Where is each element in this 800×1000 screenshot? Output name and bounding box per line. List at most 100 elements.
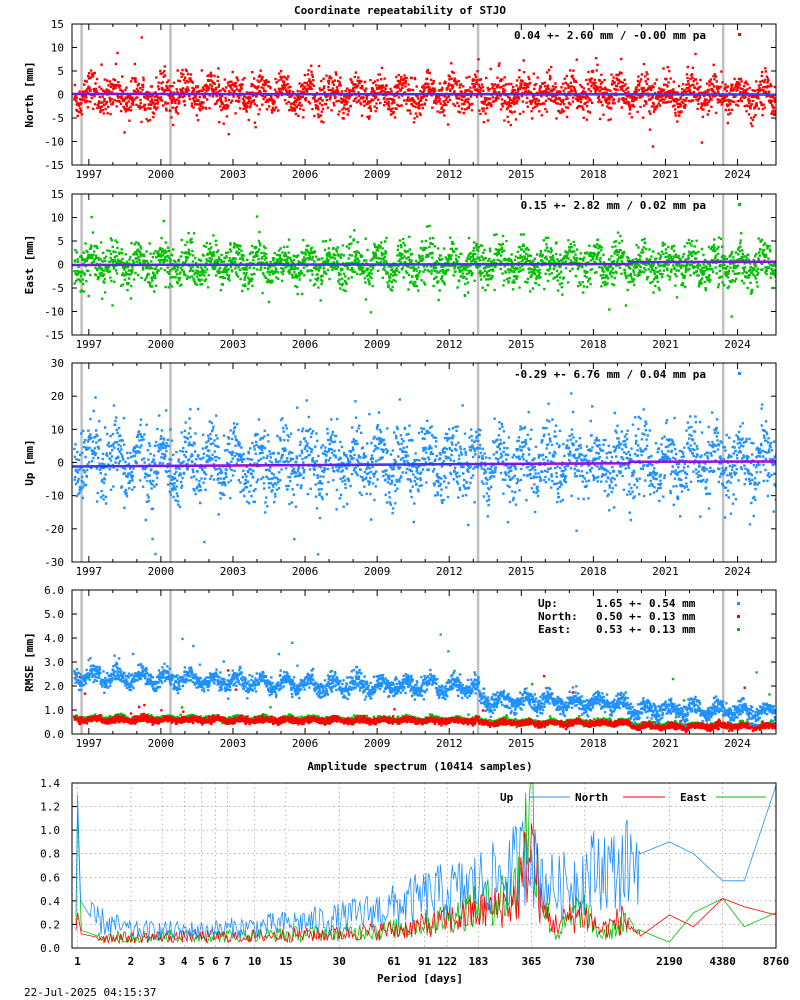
x-tick-label: 2012 — [436, 338, 463, 351]
x-tick-label: 2000 — [148, 168, 175, 181]
x-tick-label: 2009 — [364, 168, 391, 181]
data-points — [72, 36, 776, 148]
trend-line-inner — [72, 93, 776, 95]
plot-frame — [71, 782, 777, 949]
x-tick-label: 2024 — [724, 338, 751, 351]
stats-key-point — [738, 372, 741, 375]
north-rmse-points — [73, 669, 776, 733]
x-tick-label: 8760 — [763, 955, 790, 968]
legend-label: North — [575, 791, 608, 804]
plot-frame — [71, 362, 777, 563]
x-tick-label: 2024 — [724, 737, 751, 750]
x-tick-label: 1997 — [76, 565, 103, 578]
stats-annotation: -0.29 +- 6.76 mm / 0.04 mm pa — [514, 368, 706, 381]
x-tick-label: 30 — [333, 955, 346, 968]
x-tick-label: 10 — [248, 955, 261, 968]
plot-frame — [71, 589, 777, 735]
trend-line-inner — [72, 461, 776, 467]
legend-label: Up — [500, 791, 514, 804]
x-tick-label: 1997 — [76, 737, 103, 750]
x-tick-label: 2021 — [652, 338, 679, 351]
x-tick-label: 6 — [212, 955, 219, 968]
x-tick-label: 2006 — [292, 338, 319, 351]
x-tick-label: 2012 — [436, 737, 463, 750]
y-tick-label: 5 — [57, 235, 64, 248]
x-tick-label: 2015 — [508, 338, 535, 351]
legend-value: 1.65 +- 0.54 mm — [596, 597, 696, 610]
data-points — [72, 215, 776, 318]
y-tick-label: 10 — [51, 42, 64, 55]
y-tick-label: 15 — [51, 188, 64, 201]
legend-point — [737, 628, 740, 631]
x-tick-label: 2015 — [508, 737, 535, 750]
y-tick-label: 10 — [51, 423, 64, 436]
x-tick-label: 4 — [181, 955, 188, 968]
stats-key-point — [738, 203, 741, 206]
data-points — [73, 633, 776, 733]
y-tick-label: 0.0 — [44, 728, 64, 741]
x-tick-label: 2009 — [364, 565, 391, 578]
y-tick-label: -10 — [44, 136, 64, 149]
plot-frame — [71, 193, 777, 336]
y-tick-label: 0 — [57, 89, 64, 102]
panel-spectrum: Amplitude spectrum (10414 samples) 0.0 0.2… — [40, 760, 790, 985]
x-tick-label: 2018 — [580, 168, 607, 181]
y-tick-label: 1.0 — [44, 704, 64, 717]
x-tick-label: 2000 — [148, 338, 175, 351]
y-tick-label: 0 — [57, 259, 64, 272]
x-tick-label: 730 — [575, 955, 595, 968]
y-tick-label: 2.0 — [44, 680, 64, 693]
panel-east: -15 -10 -5 0 5 10 15 1997 2000 2003 2006 2009 2012 20… — [23, 188, 777, 351]
x-tick-label: 2003 — [220, 565, 247, 578]
x-tick-label: 2018 — [580, 565, 607, 578]
stats-key-point — [738, 33, 741, 36]
timestamp: 22-Jul-2025 04:15:37 — [24, 986, 156, 999]
panel-up: -30 -20 -10 0 10 20 30 1997 2000 2003 2006 2009 2012… — [23, 357, 777, 578]
y-tick-label: -30 — [44, 556, 64, 569]
stats-annotation: 0.15 +- 2.82 mm / 0.02 mm pa — [521, 199, 706, 212]
main-title: Coordinate repeatability of STJO — [294, 4, 506, 17]
y-axis-label: RMSE [mm] — [23, 632, 36, 692]
y-tick-label: 4.0 — [44, 632, 64, 645]
y-tick-label: 1.0 — [40, 824, 60, 837]
legend-value: 0.53 +- 0.13 mm — [596, 623, 696, 636]
x-tick-label: 2003 — [220, 737, 247, 750]
y-tick-label: 5 — [57, 65, 64, 78]
north-points — [73, 36, 776, 148]
y-tick-label: 0.2 — [40, 918, 60, 931]
legend-label: East — [680, 791, 707, 804]
x-tick-label: 3 — [159, 955, 166, 968]
trend-line-inner — [72, 261, 776, 266]
x-tick-label: 1 — [74, 955, 81, 968]
x-tick-label: 183 — [468, 955, 488, 968]
x-tick-label: 2009 — [364, 737, 391, 750]
x-tick-label: 15 — [279, 955, 292, 968]
x-tick-label: 2024 — [724, 168, 751, 181]
x-tick-label: 2000 — [148, 737, 175, 750]
y-tick-label: 10 — [51, 212, 64, 225]
up-rmse-points — [73, 633, 776, 728]
up-spectrum-line — [75, 785, 776, 940]
y-tick-label: 0 — [57, 457, 64, 470]
x-tick-label: 122 — [437, 955, 457, 968]
y-axis-label: East [mm] — [23, 235, 36, 295]
y-tick-label: 15 — [51, 18, 64, 31]
x-tick-label: 2000 — [148, 565, 175, 578]
x-tick-label: 2190 — [656, 955, 683, 968]
y-tick-label: -15 — [44, 329, 64, 342]
legend-point — [737, 602, 740, 605]
y-tick-label: 0.0 — [40, 942, 60, 955]
x-tick-label: 61 — [387, 955, 401, 968]
y-tick-label: 30 — [51, 357, 64, 370]
x-tick-label: 91 — [418, 955, 432, 968]
y-tick-label: 1.4 — [40, 777, 60, 790]
x-tick-label: 2024 — [724, 565, 751, 578]
east-spectrum-line — [75, 783, 776, 944]
x-tick-label: 2012 — [436, 565, 463, 578]
y-tick-label: -10 — [44, 306, 64, 319]
stats-annotation: 0.04 +- 2.60 mm / -0.00 mm pa — [514, 29, 706, 42]
y-axis-label: North [mm] — [23, 61, 36, 127]
y-tick-label: 1.2 — [40, 801, 60, 814]
x-tick-label: 2021 — [652, 565, 679, 578]
